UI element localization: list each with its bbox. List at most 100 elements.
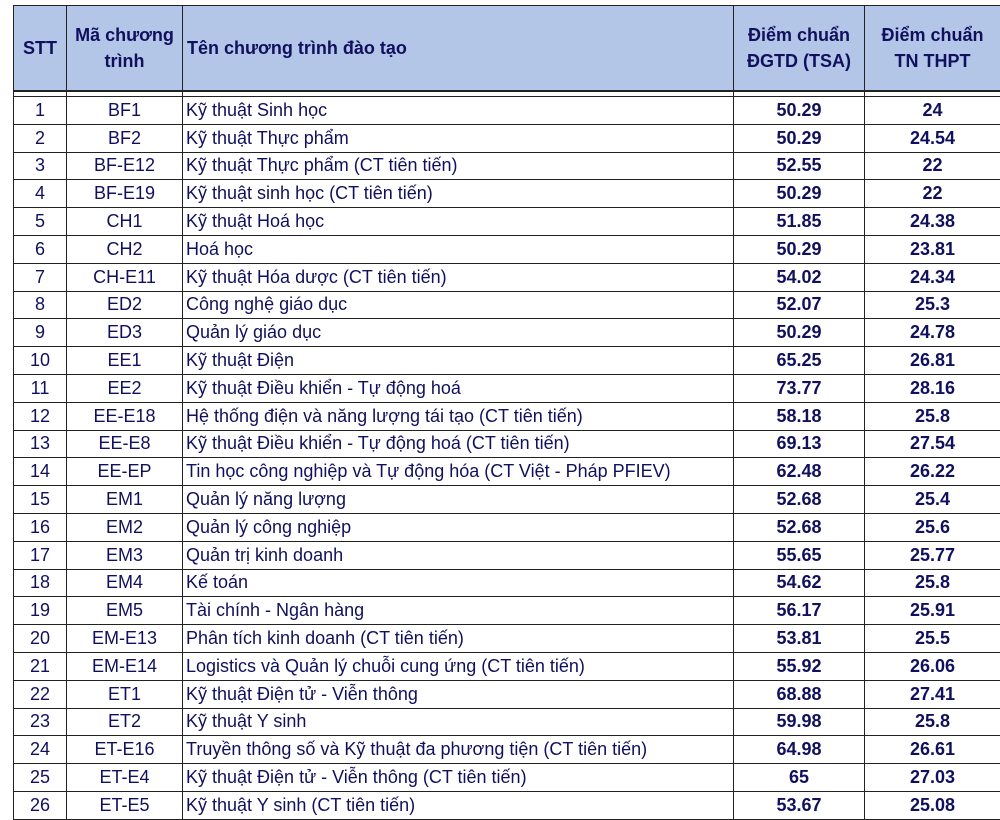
cell-program-code: CH2 [67, 235, 183, 263]
cell-tsa-score: 50.29 [734, 124, 865, 152]
cell-thpt-score: 25.77 [865, 541, 1000, 569]
cell-tsa-score: 62.48 [734, 458, 865, 486]
cell-program-code: BF2 [67, 124, 183, 152]
cell-thpt-score: 25.3 [865, 291, 1000, 319]
cell-program-name: Quản lý giáo dục [183, 319, 734, 347]
cell-thpt-score: 25.4 [865, 486, 1000, 514]
cell-tsa-score: 65 [734, 764, 865, 792]
cell-program-name: Tài chính - Ngân hàng [183, 597, 734, 625]
cell-program-name: Logistics và Quản lý chuỗi cung ứng (CT … [183, 652, 734, 680]
cell-tsa-score: 54.62 [734, 569, 865, 597]
cell-program-code: ET2 [67, 708, 183, 736]
cell-thpt-score: 26.81 [865, 347, 1000, 375]
cell-program-code: EM2 [67, 513, 183, 541]
cell-stt: 21 [14, 652, 67, 680]
cell-thpt-score: 25.08 [865, 791, 1000, 819]
cell-tsa-score: 52.68 [734, 513, 865, 541]
cell-program-name: Truyền thông số và Kỹ thuật đa phương ti… [183, 736, 734, 764]
cell-program-code: EE-EP [67, 458, 183, 486]
cell-stt: 17 [14, 541, 67, 569]
cell-tsa-score: 50.29 [734, 319, 865, 347]
header-program-code: Mã chương trình [67, 6, 183, 92]
cell-tsa-score: 54.02 [734, 263, 865, 291]
cell-thpt-score: 26.22 [865, 458, 1000, 486]
cell-program-name: Công nghệ giáo dục [183, 291, 734, 319]
header-stt: STT [14, 6, 67, 92]
cell-stt: 1 [14, 97, 67, 125]
cell-program-name: Hệ thống điện và năng lượng tái tạo (CT … [183, 402, 734, 430]
header-thpt-score: Điểm chuẩn TN THPT [865, 6, 1000, 92]
cell-program-name: Hoá học [183, 235, 734, 263]
cell-tsa-score: 68.88 [734, 680, 865, 708]
cell-program-name: Kế toán [183, 569, 734, 597]
cell-thpt-score: 25.91 [865, 597, 1000, 625]
cell-stt: 8 [14, 291, 67, 319]
cell-program-code: ET-E16 [67, 736, 183, 764]
cell-stt: 22 [14, 680, 67, 708]
cell-tsa-score: 50.29 [734, 180, 865, 208]
cell-stt: 14 [14, 458, 67, 486]
cell-program-code: CH1 [67, 208, 183, 236]
cell-program-code: BF-E12 [67, 152, 183, 180]
cell-stt: 3 [14, 152, 67, 180]
admission-scores-table-container: STT Mã chương trình Tên chương trình đào… [13, 5, 1000, 820]
cell-tsa-score: 69.13 [734, 430, 865, 458]
cell-thpt-score: 24.34 [865, 263, 1000, 291]
cell-program-code: ET-E5 [67, 791, 183, 819]
cell-program-name: Kỹ thuật Điều khiển - Tự động hoá [183, 374, 734, 402]
cell-thpt-score: 24.54 [865, 124, 1000, 152]
cell-stt: 11 [14, 374, 67, 402]
cell-thpt-score: 26.61 [865, 736, 1000, 764]
cell-thpt-score: 28.16 [865, 374, 1000, 402]
cell-thpt-score: 24.38 [865, 208, 1000, 236]
cell-thpt-score: 24.78 [865, 319, 1000, 347]
cell-program-code: EE-E18 [67, 402, 183, 430]
table-header: STT Mã chương trình Tên chương trình đào… [14, 6, 1000, 92]
cell-thpt-score: 25.8 [865, 708, 1000, 736]
cell-program-name: Quản trị kinh doanh [183, 541, 734, 569]
cell-thpt-score: 22 [865, 152, 1000, 180]
cell-program-name: Quản lý công nghiệp [183, 513, 734, 541]
cell-thpt-score: 25.5 [865, 625, 1000, 653]
cell-thpt-score: 27.41 [865, 680, 1000, 708]
cell-program-name: Quản lý năng lượng [183, 486, 734, 514]
cell-program-code: EM3 [67, 541, 183, 569]
cell-stt: 19 [14, 597, 67, 625]
cell-tsa-score: 52.07 [734, 291, 865, 319]
cell-tsa-score: 50.29 [734, 97, 865, 125]
cell-tsa-score: 64.98 [734, 736, 865, 764]
cell-program-code: ED3 [67, 319, 183, 347]
cell-program-name: Kỹ thuật Thực phẩm (CT tiên tiến) [183, 152, 734, 180]
cell-stt: 4 [14, 180, 67, 208]
cell-program-name: Kỹ thuật sinh học (CT tiên tiến) [183, 180, 734, 208]
cell-program-name: Kỹ thuật Điện tử - Viễn thông (CT tiên t… [183, 764, 734, 792]
header-tsa-score: Điểm chuẩn ĐGTD (TSA) [734, 6, 865, 92]
cell-thpt-score: 23.81 [865, 235, 1000, 263]
cell-program-code: EM-E14 [67, 652, 183, 680]
cell-program-name: Tin học công nghiệp và Tự động hóa (CT V… [183, 458, 734, 486]
cell-tsa-score: 52.68 [734, 486, 865, 514]
cell-tsa-score: 56.17 [734, 597, 865, 625]
cell-program-code: EE1 [67, 347, 183, 375]
cell-program-code: ED2 [67, 291, 183, 319]
cell-stt: 20 [14, 625, 67, 653]
cell-stt: 16 [14, 513, 67, 541]
